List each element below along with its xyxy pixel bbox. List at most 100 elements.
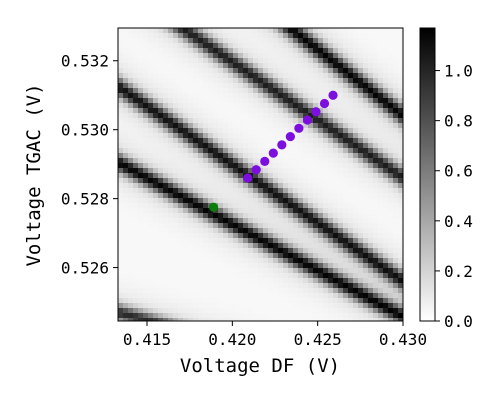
heatmap-cell <box>398 128 403 134</box>
heatmap-cell <box>313 153 319 159</box>
heatmap-cell <box>253 198 259 204</box>
heatmap-cell <box>278 203 284 209</box>
heatmap-cell <box>363 83 369 89</box>
heatmap-cell <box>188 288 194 294</box>
heatmap-cell <box>188 173 194 179</box>
heatmap-cell <box>198 168 204 174</box>
heatmap-cell <box>398 48 403 54</box>
heatmap-cell <box>118 203 124 209</box>
heatmap-cell <box>213 218 219 224</box>
heatmap-cell <box>378 173 384 179</box>
heatmap-cell <box>273 53 279 59</box>
heatmap-cell <box>168 208 174 214</box>
heatmap-cell <box>373 168 379 174</box>
heatmap-cell <box>398 88 403 94</box>
heatmap-cell <box>303 278 309 284</box>
heatmap-cell <box>313 168 319 174</box>
heatmap-cell <box>223 143 229 149</box>
heatmap-cell <box>168 183 174 189</box>
heatmap-cell <box>303 203 309 209</box>
heatmap-cell <box>188 308 194 314</box>
heatmap-cell <box>338 133 344 139</box>
heatmap-cell <box>278 153 284 159</box>
heatmap-cell <box>368 248 374 254</box>
heatmap-cell <box>203 163 209 169</box>
heatmap-cell <box>143 163 149 169</box>
heatmap-cell <box>358 308 364 314</box>
heatmap-cell <box>178 123 184 129</box>
heatmap-cell <box>398 208 403 214</box>
heatmap-cell <box>238 158 244 164</box>
heatmap-cell <box>278 133 284 139</box>
heatmap-cell <box>178 103 184 109</box>
heatmap-cell <box>178 193 184 199</box>
heatmap-cell <box>253 28 259 34</box>
heatmap-cell <box>243 133 249 139</box>
heatmap-cell <box>273 283 279 289</box>
heatmap-cell <box>228 253 234 259</box>
heatmap-cell <box>298 73 304 79</box>
heatmap-cell <box>148 308 154 314</box>
heatmap-cell <box>213 188 219 194</box>
heatmap-cell <box>363 148 369 154</box>
heatmap-cell <box>273 238 279 244</box>
heatmap-cell <box>303 233 309 239</box>
heatmap-cell <box>158 63 164 69</box>
heatmap-cell <box>198 228 204 234</box>
heatmap-cell <box>353 143 359 149</box>
heatmap-cell <box>163 128 169 134</box>
heatmap-cell <box>303 113 309 119</box>
heatmap-cell <box>223 298 229 304</box>
heatmap-cell <box>348 258 354 264</box>
heatmap-cell <box>218 193 224 199</box>
heatmap-cell <box>153 93 159 99</box>
heatmap-cell <box>223 58 229 64</box>
heatmap-cell <box>338 313 344 319</box>
heatmap-cell <box>338 228 344 234</box>
heatmap-cell <box>348 308 354 314</box>
heatmap-cell <box>218 113 224 119</box>
y-tick-label: 0.526 <box>61 259 109 278</box>
heatmap-cell <box>318 38 324 44</box>
heatmap-cell <box>328 218 334 224</box>
heatmap-cell <box>358 273 364 279</box>
heatmap-cell <box>333 163 339 169</box>
heatmap-cell <box>198 318 204 321</box>
heatmap-cell <box>198 193 204 199</box>
heatmap-cell <box>158 83 164 89</box>
heatmap-cell <box>393 263 399 269</box>
heatmap-cell <box>298 158 304 164</box>
heatmap-cell <box>178 88 184 94</box>
heatmap-cell <box>303 308 309 314</box>
heatmap-cell <box>363 253 369 259</box>
heatmap-cell <box>173 233 179 239</box>
heatmap-cell <box>248 153 254 159</box>
heatmap-cell <box>348 213 354 219</box>
heatmap-cell <box>263 233 269 239</box>
heatmap-cell <box>143 288 149 294</box>
heatmap-cell <box>278 243 284 249</box>
heatmap-cell <box>153 288 159 294</box>
heatmap-cell <box>393 218 399 224</box>
heatmap-cell <box>358 53 364 59</box>
heatmap-cell <box>278 313 284 319</box>
heatmap-cell <box>168 73 174 79</box>
heatmap-cell <box>318 73 324 79</box>
heatmap-cell <box>168 98 174 104</box>
heatmap-cell <box>248 238 254 244</box>
heatmap-cell <box>313 143 319 149</box>
heatmap-cell <box>373 203 379 209</box>
heatmap-cell <box>358 293 364 299</box>
heatmap-cell <box>133 178 139 184</box>
heatmap-cell <box>273 73 279 79</box>
heatmap-cell <box>263 113 269 119</box>
heatmap-cell <box>363 293 369 299</box>
heatmap-cell <box>328 103 334 109</box>
heatmap-cell <box>373 258 379 264</box>
heatmap-cell <box>298 308 304 314</box>
heatmap-cell <box>313 183 319 189</box>
heatmap-cell <box>198 143 204 149</box>
heatmap-cell <box>253 143 259 149</box>
heatmap-cell <box>328 183 334 189</box>
heatmap-cell <box>213 148 219 154</box>
